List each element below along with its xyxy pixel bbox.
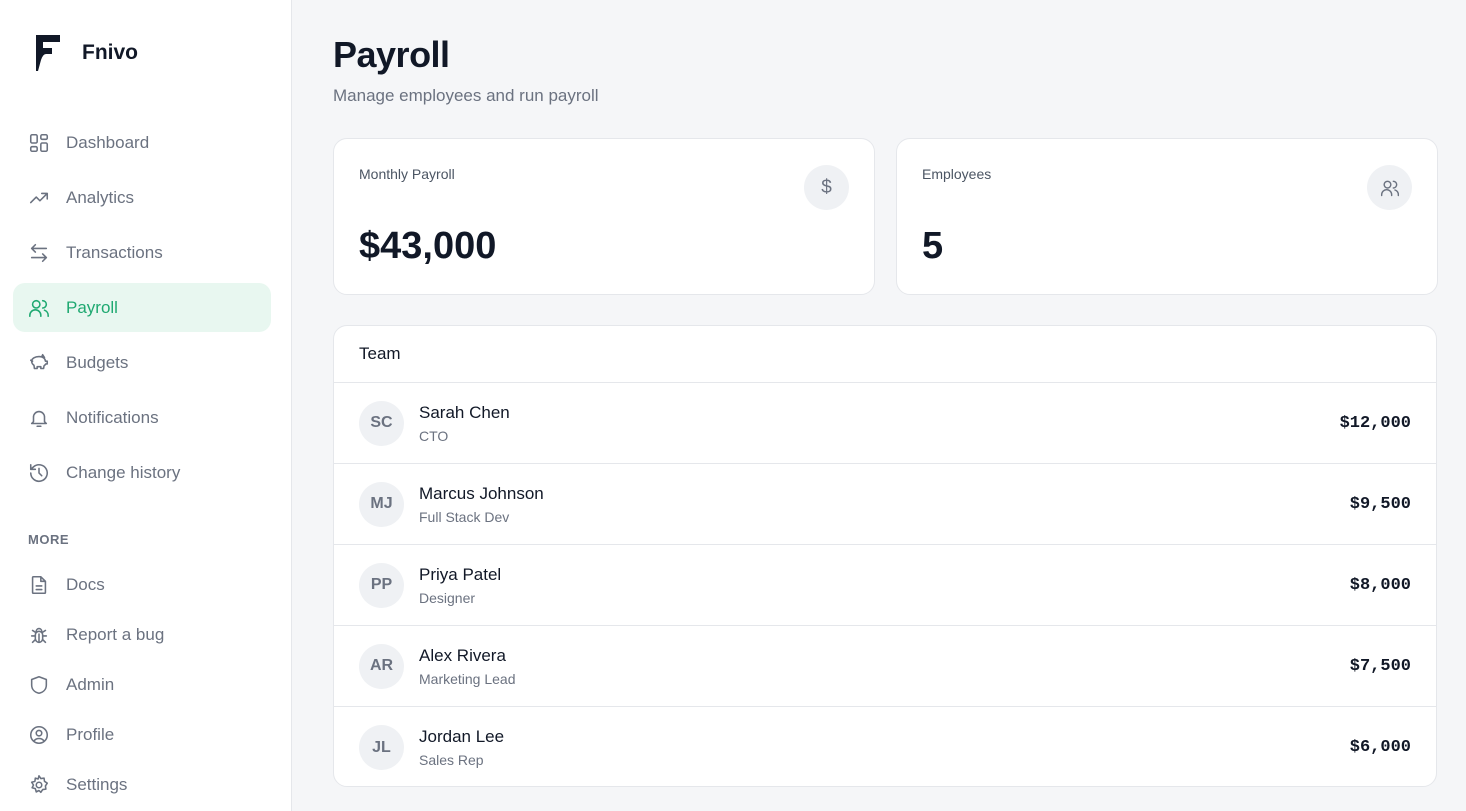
avatar: SC xyxy=(359,400,404,446)
avatar: PP xyxy=(359,562,404,608)
sidebar-item-dashboard[interactable]: Dashboard xyxy=(13,118,271,167)
member-role: Designer xyxy=(419,589,476,606)
member-salary: $8,000 xyxy=(1349,575,1411,595)
sidebar-item-analytics[interactable]: Analytics xyxy=(13,173,271,222)
sidebar-item-transactions[interactable]: Transactions xyxy=(13,228,271,277)
bell-icon xyxy=(30,410,48,427)
page-subtitle: Manage employees and run payroll xyxy=(333,86,599,105)
sidebar-item-label: Analytics xyxy=(66,187,135,207)
page-title: Payroll xyxy=(333,34,450,75)
avatar: MJ xyxy=(359,481,404,527)
users-icon xyxy=(29,299,49,317)
team-title: Team xyxy=(334,326,1436,383)
member-role: Full Stack Dev xyxy=(419,508,510,525)
member-name: Priya Patel xyxy=(419,564,502,584)
sidebar-item-budgets[interactable]: Budgets xyxy=(13,338,271,387)
member-salary: $12,000 xyxy=(1339,413,1411,433)
arrows-exchange-icon xyxy=(30,243,48,262)
sidebar-item-admin[interactable]: Admin xyxy=(13,660,271,709)
sidebar-item-notifications[interactable]: Notifications xyxy=(13,393,271,442)
sidebar-item-docs[interactable]: Docs xyxy=(13,560,271,609)
sidebar-item-label: Change history xyxy=(66,462,181,482)
sidebar-item-label: Dashboard xyxy=(66,132,150,152)
sidebar-item-settings[interactable]: Settings xyxy=(13,760,271,809)
sidebar-item-label: Budgets xyxy=(66,352,129,372)
section-label-more: MORE xyxy=(28,532,69,547)
member-name: Marcus Johnson xyxy=(419,483,544,503)
sidebar-item-label: Payroll xyxy=(66,297,118,317)
dollar-icon: $ xyxy=(804,165,849,210)
sidebar-item-label: Notifications xyxy=(66,407,159,427)
member-name: Alex Rivera xyxy=(419,645,506,665)
member-name: Jordan Lee xyxy=(419,727,505,746)
member-role: Sales Rep xyxy=(419,752,484,768)
sidebar-item-label: Settings xyxy=(66,774,128,794)
sidebar-item-label: Profile xyxy=(66,724,115,744)
sidebar-item-label: Docs xyxy=(66,574,105,594)
sidebar-item-label: Transactions xyxy=(66,242,163,262)
team-row[interactable]: PP Priya Patel Designer $8,000 xyxy=(334,545,1436,626)
trending-up-icon xyxy=(29,192,49,203)
sidebar-item-label: Admin xyxy=(66,674,115,694)
dashboard-icon xyxy=(29,133,49,152)
logo-icon xyxy=(36,35,60,71)
stat-value: $43,000 xyxy=(359,225,497,267)
member-salary: $9,500 xyxy=(1349,494,1411,514)
sidebar-item-profile[interactable]: Profile xyxy=(13,710,271,759)
stat-label: Employees xyxy=(922,166,992,182)
member-role: Marketing Lead xyxy=(419,670,516,687)
stat-card-employees: Employees 5 xyxy=(896,138,1438,295)
member-role: CTO xyxy=(419,427,449,444)
sidebar-item-change-history[interactable]: Change history xyxy=(13,448,271,497)
sidebar-item-label: Report a bug xyxy=(66,624,165,644)
users-icon xyxy=(1367,165,1412,210)
sidebar: Fnivo Dashboard Analytics Transactions Payr… xyxy=(0,0,292,811)
team-row[interactable]: SC Sarah Chen CTO $12,000 xyxy=(334,383,1436,464)
member-salary: $7,500 xyxy=(1349,656,1411,676)
stat-value: 5 xyxy=(922,225,944,267)
avatar: JL xyxy=(359,725,404,770)
piggy-bank-icon xyxy=(29,353,49,369)
stat-label: Monthly Payroll xyxy=(359,166,455,182)
member-salary: $6,000 xyxy=(1349,738,1411,757)
history-icon xyxy=(29,463,49,482)
team-row[interactable]: MJ Marcus Johnson Full Stack Dev $9,500 xyxy=(334,464,1436,545)
sidebar-item-report-a-bug[interactable]: Report a bug xyxy=(13,610,271,659)
logo[interactable]: Fnivo xyxy=(34,33,138,73)
shield-icon xyxy=(30,675,48,694)
gear-icon xyxy=(30,774,49,793)
member-name: Sarah Chen xyxy=(419,402,510,422)
document-icon xyxy=(31,575,47,594)
team-card: Team SC Sarah Chen CTO $12,000 MJ Marcus John… xyxy=(333,325,1437,787)
bug-icon xyxy=(30,627,48,643)
user-circle-icon xyxy=(29,725,49,744)
stat-card-monthly-payroll: Monthly Payroll $43,000 $ xyxy=(333,138,875,295)
avatar: AR xyxy=(359,643,404,689)
brand-name: Fnivo xyxy=(82,41,138,64)
team-row[interactable]: AR Alex Rivera Marketing Lead $7,500 xyxy=(334,626,1436,707)
sidebar-item-payroll[interactable]: Payroll xyxy=(13,283,271,332)
team-row[interactable]: JL Jordan Lee Sales Rep $6,000 xyxy=(334,707,1436,786)
